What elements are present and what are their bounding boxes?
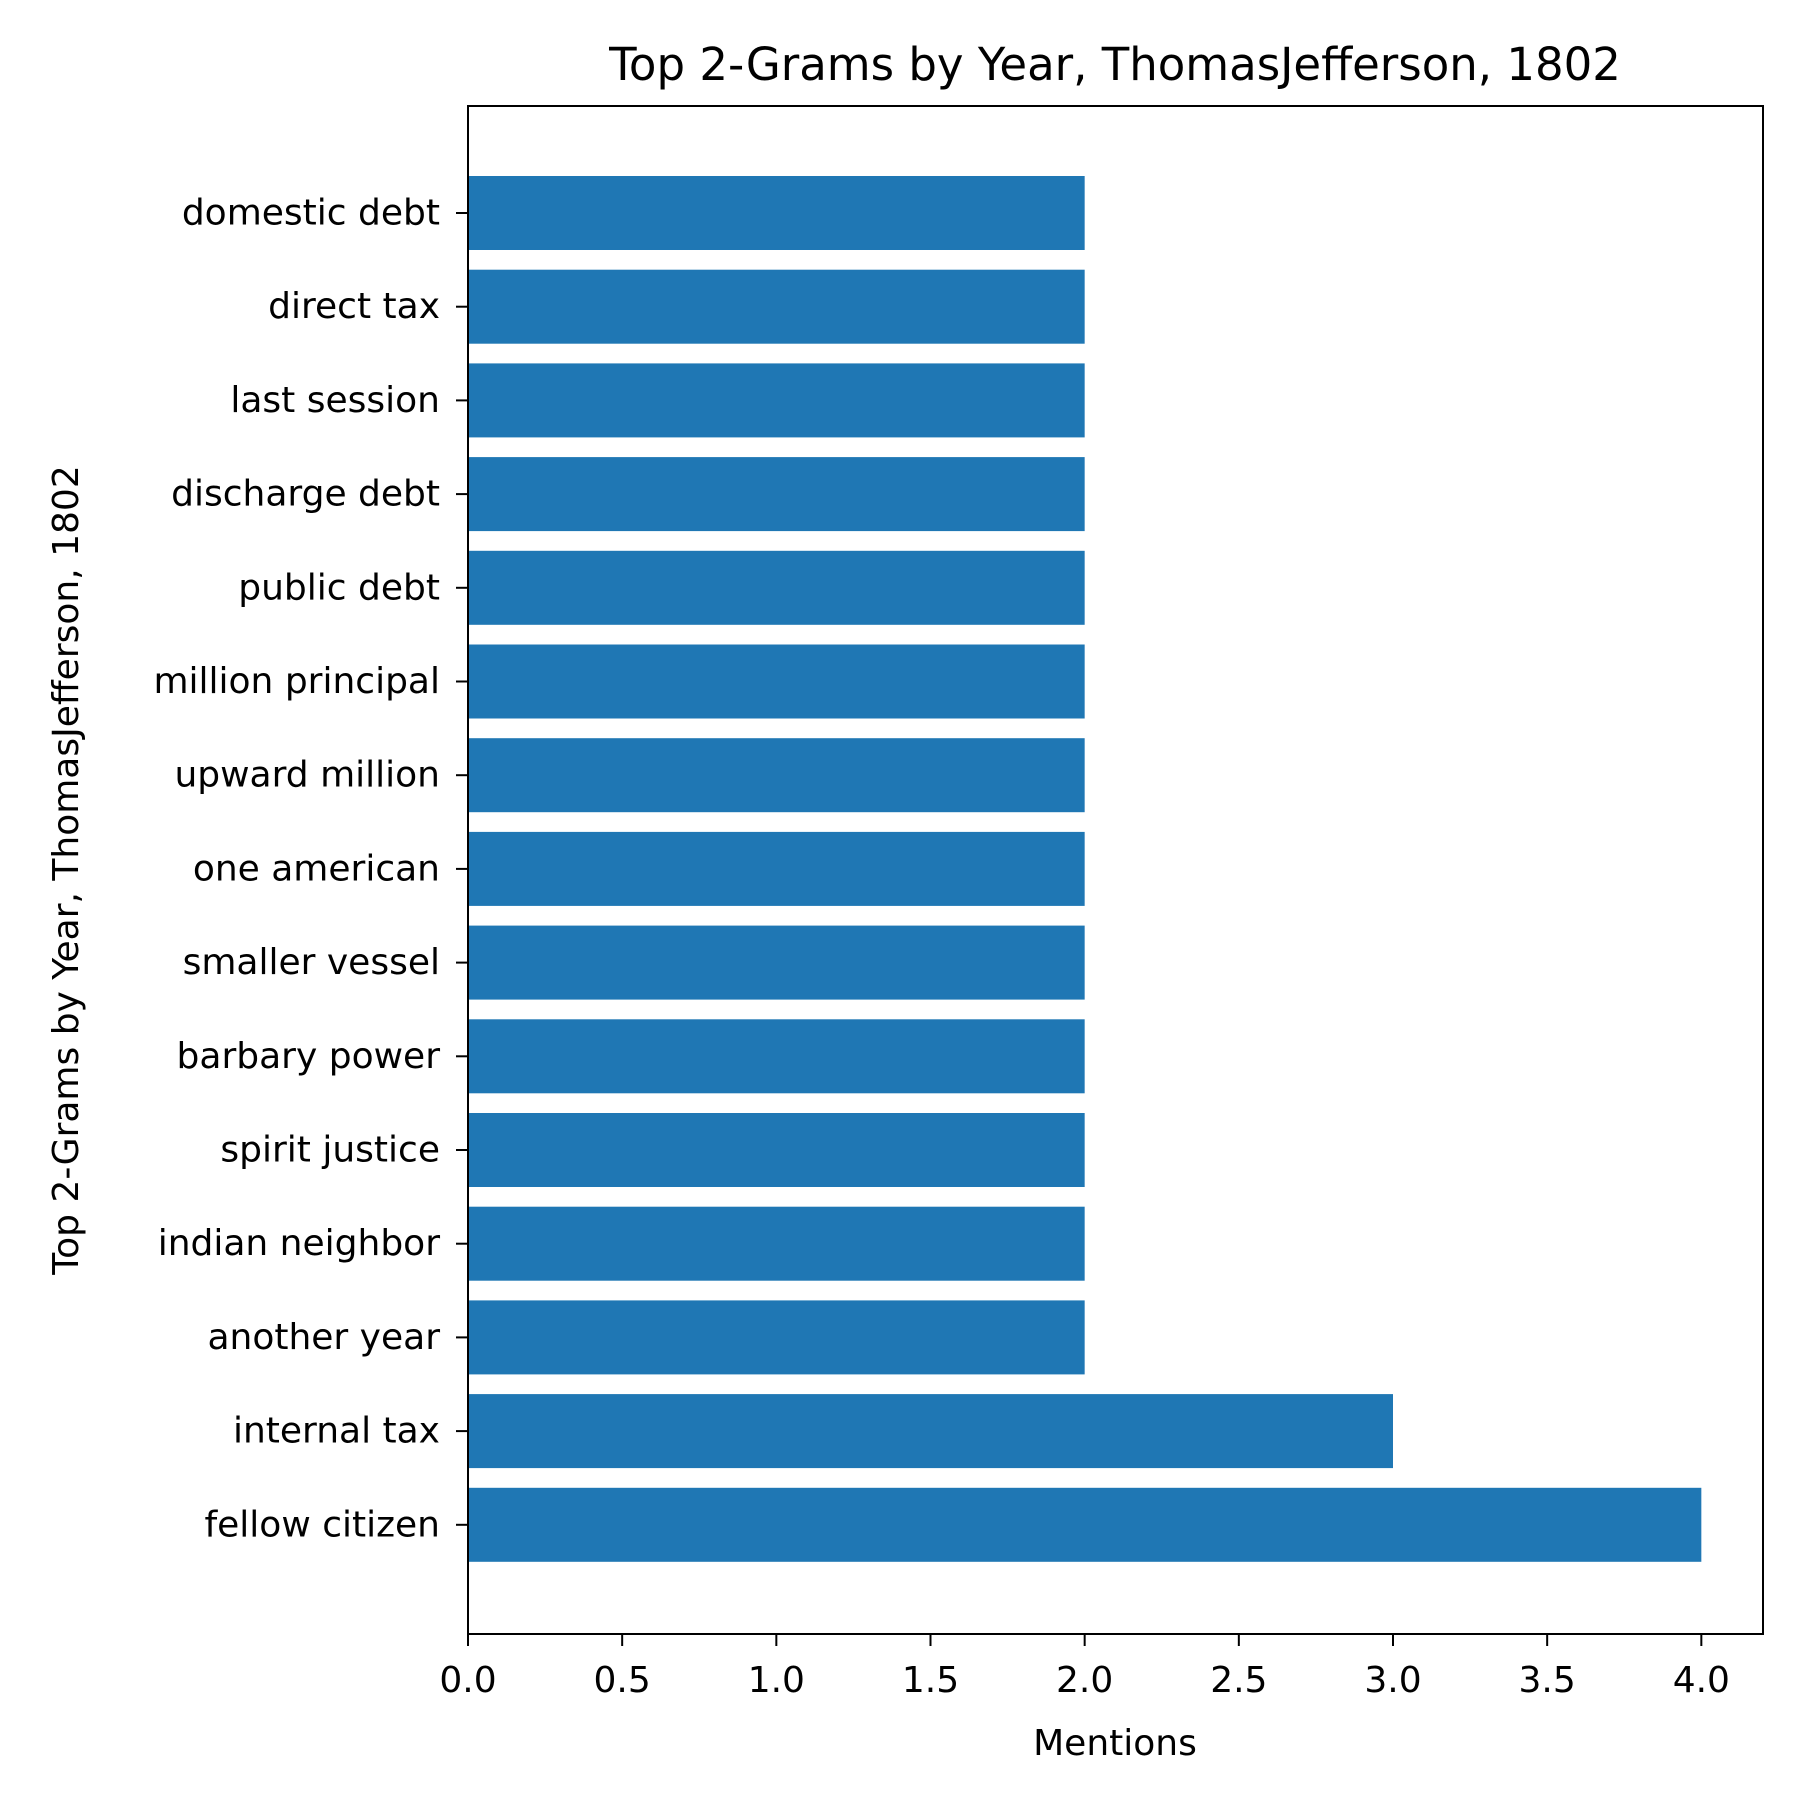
x-tick-label: 3.0 <box>1364 1660 1421 1701</box>
y-tick-label: indian neighbor <box>158 1223 441 1264</box>
y-axis-label: Top 2-Grams by Year, ThomasJefferson, 18… <box>46 465 87 1275</box>
bar-internal-tax <box>468 1394 1393 1469</box>
x-tick-label: 1.5 <box>902 1660 959 1701</box>
y-tick-label: internal tax <box>233 1411 440 1452</box>
bar-barbary-power <box>468 1019 1085 1094</box>
bar-fellow-citizen <box>468 1487 1702 1562</box>
bar-indian-neighbor <box>468 1206 1085 1281</box>
x-tick-label: 1.0 <box>748 1660 805 1701</box>
bar-group <box>468 176 1702 1562</box>
y-tick-label: million principal <box>153 661 440 702</box>
bar-domestic-debt <box>468 176 1085 250</box>
y-tick-label: domestic debt <box>182 193 440 234</box>
x-tick-group: 0.0 0.5 1.0 1.5 2.0 2.5 3.0 3.5 4.0 <box>439 1634 1730 1701</box>
y-tick-label: one american <box>193 848 440 889</box>
x-tick-label: 4.0 <box>1673 1660 1730 1701</box>
x-axis-label: Mentions <box>1033 1723 1197 1764</box>
x-tick-label: 2.0 <box>1056 1660 1113 1701</box>
bar-last-session <box>468 363 1085 438</box>
bar-upward-million <box>468 738 1085 813</box>
x-tick-label: 3.5 <box>1519 1660 1576 1701</box>
y-tick-group: domestic debt direct tax last session disch… <box>153 193 468 1545</box>
bar-smaller-vessel <box>468 925 1085 1000</box>
y-tick-label: another year <box>207 1317 440 1358</box>
y-tick-label: last session <box>230 380 440 421</box>
y-tick-label: spirit justice <box>220 1130 440 1171</box>
y-tick-label: smaller vessel <box>183 942 440 983</box>
bar-public-debt <box>468 550 1085 625</box>
plot-frame <box>467 105 1764 1635</box>
chart-title: Top 2-Grams by Year, ThomasJefferson, 18… <box>608 38 1621 91</box>
bar-million-principal <box>468 644 1085 719</box>
y-tick-label: upward million <box>174 755 440 796</box>
bar-spirit-justice <box>468 1113 1085 1187</box>
y-tick-label: fellow citizen <box>204 1504 440 1545</box>
bar-one-american <box>468 831 1085 906</box>
y-tick-label: direct tax <box>268 286 440 327</box>
x-tick-label: 2.5 <box>1210 1660 1267 1701</box>
bar-discharge-debt <box>468 457 1085 532</box>
y-tick-label: barbary power <box>177 1036 441 1077</box>
y-tick-label: public debt <box>238 567 440 608</box>
y-tick-label: discharge debt <box>171 474 440 515</box>
x-tick-label: 0.0 <box>439 1660 496 1701</box>
bar-another-year <box>468 1300 1085 1375</box>
bar-direct-tax <box>468 269 1085 344</box>
x-tick-label: 0.5 <box>594 1660 651 1701</box>
